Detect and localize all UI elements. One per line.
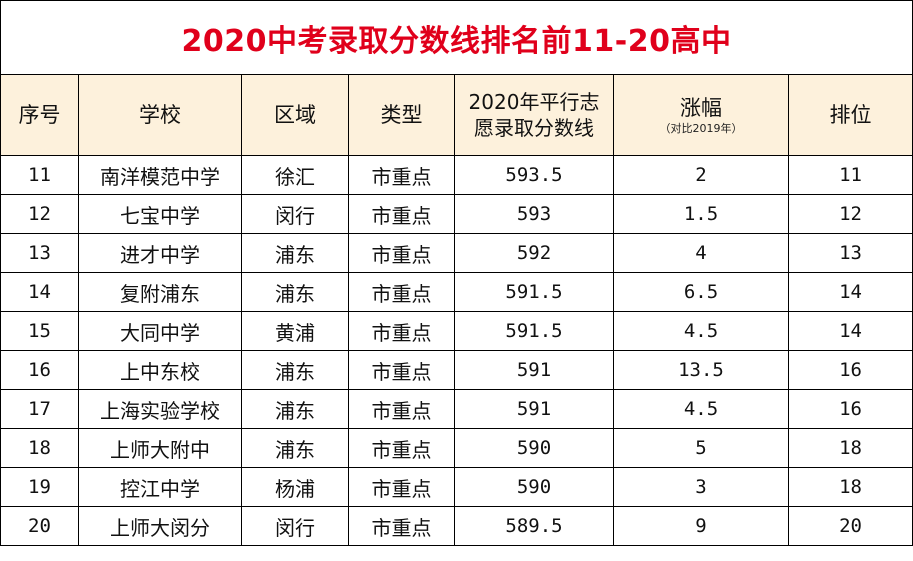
cell-rise: 4.5 — [613, 311, 789, 351]
table-row: 13 进才中学 浦东 市重点 592 4 13 — [0, 233, 913, 273]
cell-rise: 4.5 — [613, 389, 789, 429]
header-type: 类型 — [348, 74, 455, 156]
header-row: 序号 学校 区域 类型 2020年平行志 愿录取分数线 涨幅 （对比2019年）… — [0, 74, 913, 156]
cell-type: 市重点 — [348, 311, 455, 351]
cell-seq: 17 — [0, 389, 79, 429]
table-row: 14 复附浦东 浦东 市重点 591.5 6.5 14 — [0, 272, 913, 312]
table-row: 12 七宝中学 闵行 市重点 593 1.5 12 — [0, 194, 913, 234]
cell-rank: 14 — [787, 272, 913, 312]
cell-district: 浦东 — [241, 272, 349, 312]
cell-rise: 6.5 — [613, 272, 789, 312]
cell-seq: 13 — [0, 233, 79, 273]
cell-school: 大同中学 — [78, 311, 242, 351]
cell-district: 杨浦 — [241, 467, 349, 507]
cell-district: 浦东 — [241, 350, 349, 390]
cell-district: 浦东 — [241, 233, 349, 273]
cell-score: 591.5 — [454, 311, 614, 351]
cell-score: 592 — [454, 233, 614, 273]
table-title: 2020中考录取分数线排名前11-20高中 — [0, 0, 913, 75]
header-score: 2020年平行志 愿录取分数线 — [454, 74, 614, 156]
table-row: 11 南洋模范中学 徐汇 市重点 593.5 2 11 — [0, 155, 913, 195]
cell-seq: 20 — [0, 506, 79, 546]
cell-score: 591.5 — [454, 272, 614, 312]
cell-rank: 18 — [787, 467, 913, 507]
cell-rise: 9 — [613, 506, 789, 546]
cell-type: 市重点 — [348, 194, 455, 234]
header-rise: 涨幅 （对比2019年） — [613, 74, 789, 156]
cell-type: 市重点 — [348, 155, 455, 195]
header-rise-note: （对比2019年） — [659, 121, 743, 135]
cell-score: 593 — [454, 194, 614, 234]
cell-rank: 14 — [787, 311, 913, 351]
admission-score-table: 2020中考录取分数线排名前11-20高中 序号 学校 区域 类型 2020年平… — [0, 0, 913, 546]
cell-rise: 13.5 — [613, 350, 789, 390]
table-row: 16 上中东校 浦东 市重点 591 13.5 16 — [0, 350, 913, 390]
cell-type: 市重点 — [348, 506, 455, 546]
cell-school: 南洋模范中学 — [78, 155, 242, 195]
cell-type: 市重点 — [348, 233, 455, 273]
cell-rise: 3 — [613, 467, 789, 507]
cell-rank: 13 — [787, 233, 913, 273]
header-school: 学校 — [78, 74, 242, 156]
cell-school: 上中东校 — [78, 350, 242, 390]
cell-school: 控江中学 — [78, 467, 242, 507]
table-row: 17 上海实验学校 浦东 市重点 591 4.5 16 — [0, 389, 913, 429]
cell-school: 上海实验学校 — [78, 389, 242, 429]
cell-score: 589.5 — [454, 506, 614, 546]
header-seq: 序号 — [0, 74, 79, 156]
cell-seq: 18 — [0, 428, 79, 468]
header-score-line2: 愿录取分数线 — [474, 116, 594, 140]
table-body: 11 南洋模范中学 徐汇 市重点 593.5 2 11 12 七宝中学 闵行 市重点 593 1.5 12… — [0, 155, 913, 546]
cell-seq: 12 — [0, 194, 79, 234]
table-row: 19 控江中学 杨浦 市重点 590 3 18 — [0, 467, 913, 507]
cell-rank: 20 — [787, 506, 913, 546]
cell-district: 黄浦 — [241, 311, 349, 351]
cell-rank: 16 — [787, 389, 913, 429]
cell-rise: 5 — [613, 428, 789, 468]
cell-seq: 15 — [0, 311, 79, 351]
cell-school: 上师大附中 — [78, 428, 242, 468]
cell-type: 市重点 — [348, 428, 455, 468]
cell-school: 上师大闵分 — [78, 506, 242, 546]
cell-seq: 14 — [0, 272, 79, 312]
cell-school: 进才中学 — [78, 233, 242, 273]
cell-score: 590 — [454, 467, 614, 507]
cell-type: 市重点 — [348, 272, 455, 312]
cell-score: 590 — [454, 428, 614, 468]
cell-type: 市重点 — [348, 389, 455, 429]
header-score-line1: 2020年平行志 — [468, 90, 600, 114]
cell-school: 七宝中学 — [78, 194, 242, 234]
table-row: 18 上师大附中 浦东 市重点 590 5 18 — [0, 428, 913, 468]
cell-rank: 18 — [787, 428, 913, 468]
cell-district: 徐汇 — [241, 155, 349, 195]
cell-district: 闵行 — [241, 194, 349, 234]
table-row: 20 上师大闵分 闵行 市重点 589.5 9 20 — [0, 506, 913, 546]
header-rank: 排位 — [787, 74, 913, 156]
cell-district: 浦东 — [241, 428, 349, 468]
cell-rise: 2 — [613, 155, 789, 195]
cell-seq: 19 — [0, 467, 79, 507]
cell-school: 复附浦东 — [78, 272, 242, 312]
cell-rise: 1.5 — [613, 194, 789, 234]
cell-score: 591 — [454, 350, 614, 390]
table-row: 15 大同中学 黄浦 市重点 591.5 4.5 14 — [0, 311, 913, 351]
cell-seq: 16 — [0, 350, 79, 390]
cell-score: 593.5 — [454, 155, 614, 195]
header-rise-label: 涨幅 — [680, 95, 722, 120]
cell-district: 浦东 — [241, 389, 349, 429]
cell-score: 591 — [454, 389, 614, 429]
cell-rise: 4 — [613, 233, 789, 273]
cell-rank: 16 — [787, 350, 913, 390]
cell-seq: 11 — [0, 155, 79, 195]
cell-type: 市重点 — [348, 467, 455, 507]
cell-type: 市重点 — [348, 350, 455, 390]
cell-rank: 11 — [787, 155, 913, 195]
cell-district: 闵行 — [241, 506, 349, 546]
header-district: 区域 — [241, 74, 349, 156]
cell-rank: 12 — [787, 194, 913, 234]
